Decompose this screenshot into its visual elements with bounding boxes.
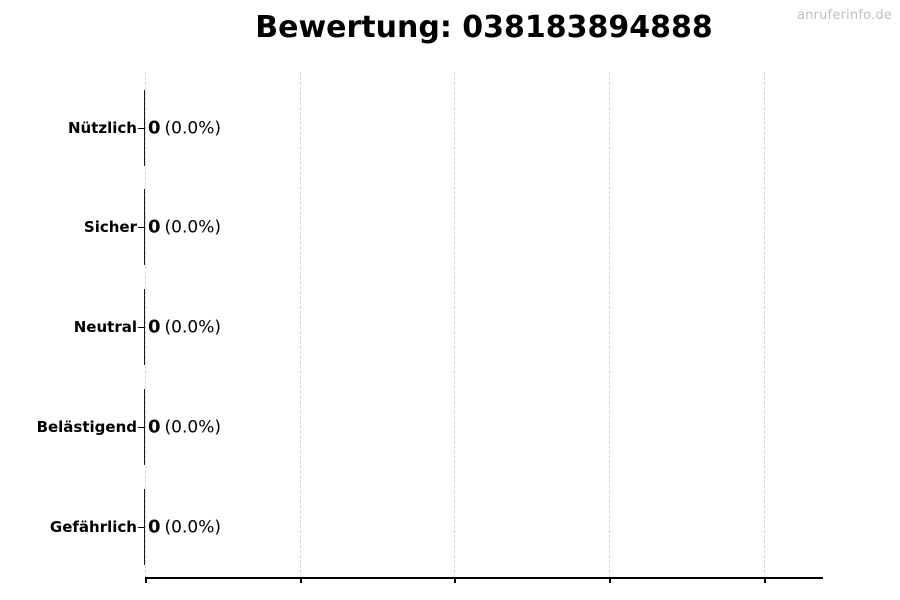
bar-neutral <box>144 289 145 365</box>
gridline-4 <box>764 72 765 578</box>
site-watermark: anruferinfo.de <box>796 8 892 23</box>
bar-count-nuetzlich: 0 <box>148 117 161 139</box>
category-label-neutral: Neutral <box>73 318 137 336</box>
x-axis-spine <box>145 577 823 579</box>
bar-value-gefaehrlich: 0 (0.0%) <box>148 517 221 538</box>
category-label-gefaehrlich: Gefährlich <box>49 518 137 536</box>
bar-percent-nuetzlich: (0.0%) <box>164 118 221 139</box>
y-axis-tick-nuetzlich <box>138 128 145 129</box>
bar-sicher <box>144 189 145 265</box>
category-label-belaestigend: Belästigend <box>36 418 137 436</box>
bar-percent-belaestigend: (0.0%) <box>164 417 221 438</box>
category-label-nuetzlich: Nützlich <box>68 119 137 137</box>
x-axis-tick-1 <box>300 577 302 583</box>
x-axis-tick-3 <box>609 577 611 583</box>
y-axis-tick-neutral <box>138 327 145 328</box>
gridline-0 <box>145 72 146 578</box>
x-axis-tick-0 <box>145 577 147 583</box>
bar-value-nuetzlich: 0 (0.0%) <box>148 118 221 139</box>
bar-value-belaestigend: 0 (0.0%) <box>148 417 221 438</box>
bar-count-gefaehrlich: 0 <box>148 516 161 538</box>
bar-count-neutral: 0 <box>148 316 161 338</box>
gridline-2 <box>454 72 455 578</box>
x-axis-tick-4 <box>764 577 766 583</box>
plot-area <box>145 72 823 578</box>
category-label-sicher: Sicher <box>83 218 137 236</box>
bar-count-sicher: 0 <box>148 216 161 238</box>
bar-value-neutral: 0 (0.0%) <box>148 317 221 338</box>
chart-title: Bewertung: 038183894888 <box>255 10 713 45</box>
gridline-3 <box>609 72 610 578</box>
bar-value-sicher: 0 (0.0%) <box>148 217 221 238</box>
bar-percent-sicher: (0.0%) <box>164 217 221 238</box>
bar-percent-gefaehrlich: (0.0%) <box>164 517 221 538</box>
y-axis-tick-gefaehrlich <box>138 527 145 528</box>
y-axis-tick-sicher <box>138 227 145 228</box>
bar-nuetzlich <box>144 90 145 166</box>
bar-gefaehrlich <box>144 489 145 565</box>
x-axis-tick-2 <box>454 577 456 583</box>
bar-percent-neutral: (0.0%) <box>164 317 221 338</box>
bar-count-belaestigend: 0 <box>148 416 161 438</box>
gridline-1 <box>300 72 301 578</box>
y-axis-tick-belaestigend <box>138 427 145 428</box>
bar-belaestigend <box>144 389 145 465</box>
